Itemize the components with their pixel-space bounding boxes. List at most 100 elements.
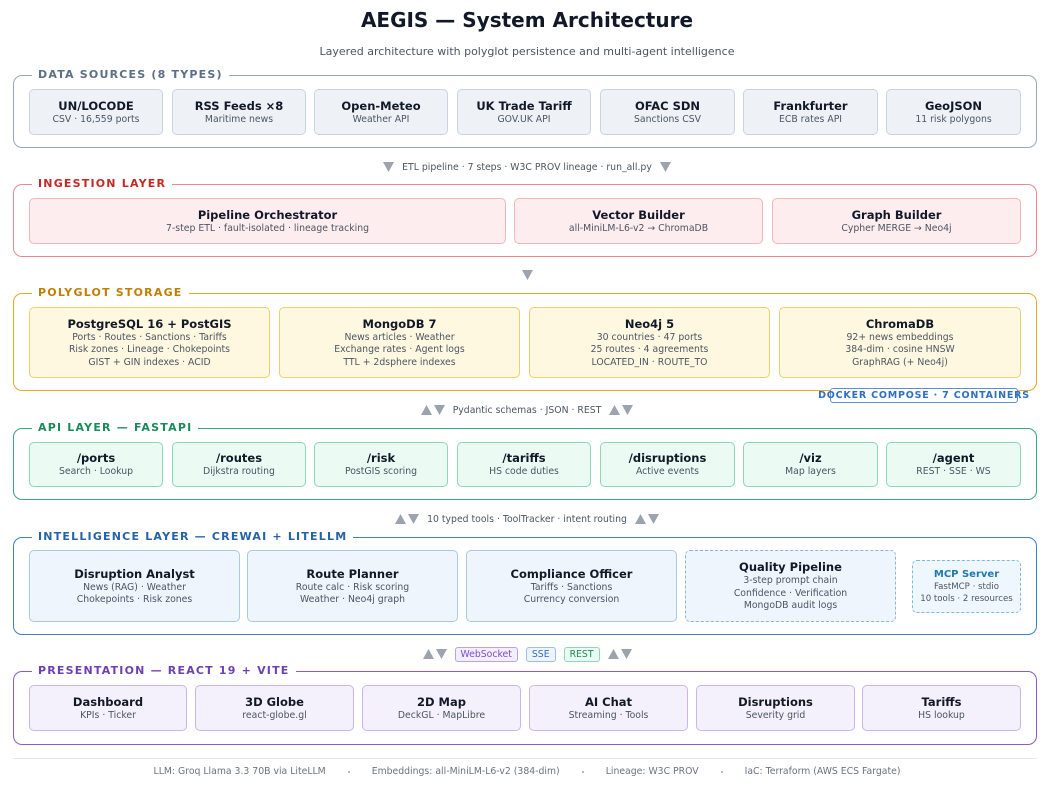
protocol-chip: WebSocket — [454, 646, 518, 662]
card-line: Risk zones · Lineage · Chokepoints — [68, 344, 231, 356]
arrow-head — [622, 405, 634, 415]
card-title: /ports — [76, 451, 116, 466]
card-title: Neo4j 5 — [624, 316, 675, 331]
card-title: /agent — [932, 451, 975, 466]
component-card: Quality Pipeline 3-step prompt chain Confi… — [685, 550, 896, 622]
arrow-up — [422, 649, 434, 659]
component-card: /disruptions Active events — [600, 442, 735, 487]
card-title: /risk — [366, 451, 396, 466]
arrow-head — [408, 514, 420, 524]
card-line: 7-step ETL · fault-isolated · lineage tr… — [166, 222, 369, 234]
component-card: UK Trade Tariff GOV.UK API — [457, 89, 591, 135]
component-card: /tariffs HS code duties — [457, 442, 591, 487]
arrow-group — [422, 649, 447, 659]
card-line: 30 countries · 47 ports — [596, 331, 703, 343]
card-title: /routes — [215, 451, 263, 466]
arrow-down — [408, 514, 420, 524]
arrow-down — [622, 405, 634, 415]
arrow-head — [659, 162, 671, 172]
card-line: 10 tools · 2 resources — [920, 593, 1013, 604]
card-line: HS lookup — [918, 709, 965, 721]
arrow-head — [395, 514, 407, 524]
component-card: 2D Map DeckGL · MapLibre — [362, 685, 521, 731]
component-card: AI Chat Streaming · Tools — [529, 685, 688, 731]
arrow-down — [435, 649, 447, 659]
arrow-head — [420, 405, 432, 415]
arrow-down — [383, 162, 395, 172]
arrow-down — [620, 649, 632, 659]
arrow-up — [607, 649, 619, 659]
card-title: Open-Meteo — [341, 98, 421, 113]
layer-label: INTELLIGENCE LAYER — CREWAI + LITELLM — [32, 530, 354, 544]
subtitle: Layered architecture with polyglot persi… — [319, 45, 735, 58]
card-title: MCP Server — [933, 569, 1000, 580]
card-title: ChromaDB — [865, 316, 935, 331]
separator-dot — [347, 770, 350, 773]
card-title: UN/LOCODE — [58, 98, 134, 113]
arrow-head — [609, 405, 621, 415]
card-line: 25 routes · 4 agreements — [590, 344, 709, 356]
card-line: Ports · Routes · Sanctions · Tariffs — [72, 331, 227, 343]
component-card: Compliance Officer Tariffs · Sanctions Cur… — [466, 550, 677, 622]
card-title: Tariffs — [921, 694, 962, 709]
arrow-down — [521, 270, 533, 280]
component-card: ChromaDB 92+ news embeddings 384-dim · cos… — [779, 307, 1021, 378]
card-line: Search · Lookup — [58, 466, 134, 478]
card-line: Confidence · Verification — [733, 587, 848, 599]
component-card: RSS Feeds ×8 Maritime news — [172, 89, 306, 135]
card-line: Dijkstra routing — [203, 466, 275, 478]
arrow-group — [383, 162, 395, 172]
card-title: Pipeline Orchestrator — [197, 207, 338, 222]
card-title: GeoJSON — [924, 98, 983, 113]
component-card: Tariffs HS lookup — [862, 685, 1021, 731]
component-card: GeoJSON 11 risk polygons — [886, 89, 1021, 135]
card-title: OFAC SDN — [634, 98, 701, 113]
component-card: Frankfurter ECB rates API — [743, 89, 878, 135]
card-line: Cypher MERGE → Neo4j — [841, 222, 952, 234]
card-line: PostGIS scoring — [344, 466, 418, 478]
card-line: Maritime news — [204, 113, 274, 125]
arrow-group — [521, 270, 533, 280]
component-card: OFAC SDN Sanctions CSV — [600, 89, 735, 135]
layer-box — [13, 671, 1037, 745]
card-line: GraphRAG (+ Neo4j) — [852, 356, 948, 368]
card-line: react-globe.gl — [242, 709, 307, 721]
card-line: 384-dim · cosine HNSW — [845, 344, 955, 356]
card-title: AI Chat — [584, 694, 633, 709]
component-card: /ports Search · Lookup — [29, 442, 163, 487]
card-title: PostgreSQL 16 + PostGIS — [67, 316, 232, 331]
component-card: Pipeline Orchestrator 7-step ETL · fault-… — [29, 198, 506, 244]
footer: LLM: Groq Llama 3.3 70B via LiteLLM Embed… — [0, 766, 1054, 777]
component-card: Vector Builder all-MiniLM-L6-v2 → ChromaD… — [514, 198, 763, 244]
card-title: Compliance Officer — [510, 566, 633, 581]
card-line: Tariffs · Sanctions — [530, 581, 613, 593]
card-line: HS code duties — [489, 466, 559, 478]
card-line: GOV.UK API — [497, 113, 551, 125]
arrow-head — [521, 270, 533, 280]
connector: Pydantic schemas · JSON · REST — [0, 402, 1054, 418]
card-title: 2D Map — [417, 694, 466, 709]
footer-rule — [13, 758, 1037, 759]
card-title: /viz — [799, 451, 822, 466]
connector-text: 10 typed tools · ToolTracker · intent ro… — [427, 513, 627, 525]
card-line: Route calc · Risk scoring — [295, 581, 410, 593]
protocol-chip: SSE — [525, 646, 556, 662]
layer-label: POLYGLOT STORAGE — [32, 286, 189, 300]
card-title: UK Trade Tariff — [476, 98, 572, 113]
card-line: Map layers — [785, 466, 836, 478]
card-line: Sanctions CSV — [634, 113, 701, 125]
component-card: Neo4j 5 30 countries · 47 ports 25 routes … — [529, 307, 770, 378]
card-line: KPIs · Ticker — [80, 709, 136, 721]
card-title: Vector Builder — [592, 207, 685, 222]
connector: 10 typed tools · ToolTracker · intent ro… — [0, 511, 1054, 527]
card-title: /disruptions — [628, 451, 707, 466]
card-title: Disruptions — [738, 694, 813, 709]
layer-label: API LAYER — FASTAPI — [32, 421, 199, 435]
card-line: 11 risk polygons — [915, 113, 992, 125]
card-line: Chokepoints · Risk zones — [76, 594, 193, 605]
card-line: Streaming · Tools — [568, 709, 649, 721]
card-line: News (RAG) · Weather — [83, 581, 186, 593]
card-title: Frankfurter — [773, 98, 848, 113]
component-card: Dashboard KPIs · Ticker — [29, 685, 187, 731]
footer-item: LLM: Groq Llama 3.3 70B via LiteLLM — [153, 766, 326, 777]
